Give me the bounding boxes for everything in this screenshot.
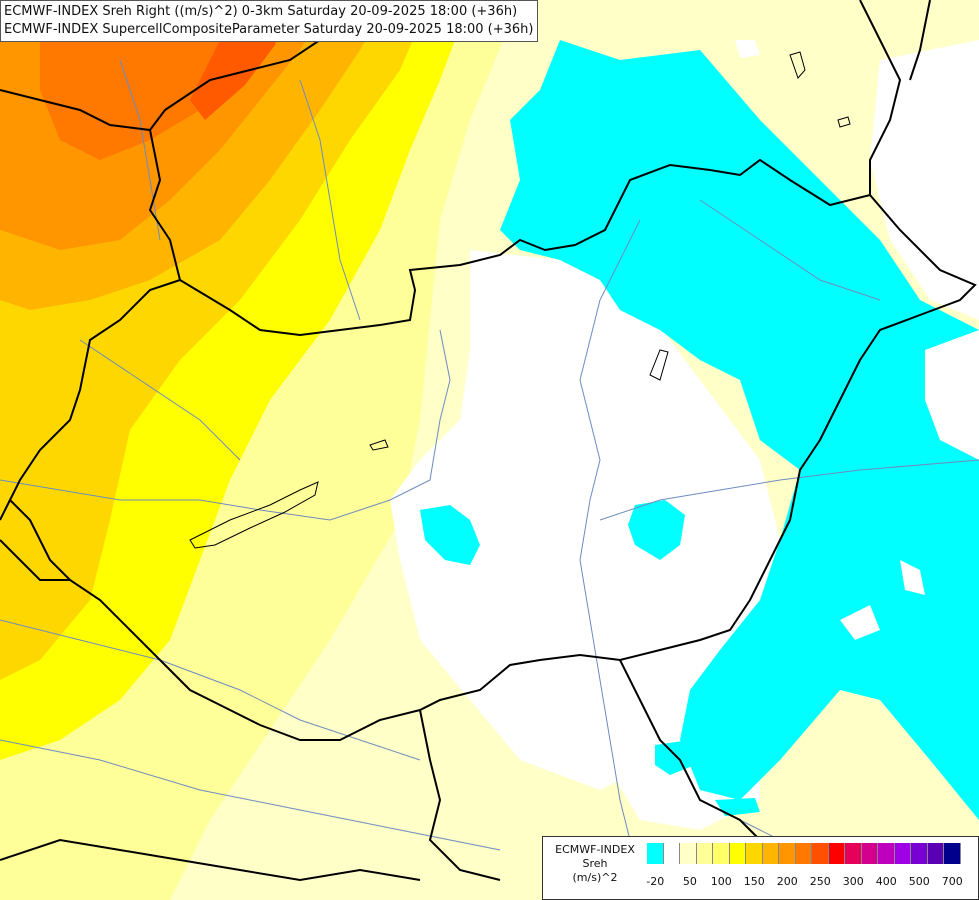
sreh-zone-cyan-2 [420, 505, 480, 565]
sreh-zone-white-2 [870, 40, 979, 320]
rivers [0, 59, 979, 881]
sreh-zone-cyan-3 [628, 500, 685, 560]
legend-swatch [647, 843, 664, 864]
border-ukraine [859, 0, 902, 195]
legend-tick: 500 [908, 875, 930, 888]
legend-tick: 400 [875, 875, 897, 888]
river-mures [599, 459, 979, 521]
legend-swatch [779, 843, 796, 864]
river-tisza [579, 299, 641, 881]
legend-swatch [911, 843, 928, 864]
sreh-zone-white-in-cyan-3 [840, 605, 880, 640]
border-serbia-romania [619, 659, 761, 841]
legend-swatch [713, 843, 730, 864]
legend-tick: 200 [776, 875, 798, 888]
legend-swatch [795, 843, 812, 864]
legend-swatch [828, 843, 845, 864]
border-croatia-serbia [419, 709, 501, 881]
river-east-2 [599, 219, 641, 301]
lake-small-3 [837, 116, 851, 128]
river-east-1 [699, 199, 881, 301]
legend-unit: (m/s)^2 [572, 871, 618, 884]
legend-tick: 150 [743, 875, 765, 888]
title-line-scp: ECMWF-INDEX SupercellCompositeParameter … [4, 22, 534, 37]
legend-swatch [663, 843, 680, 864]
river-north-2 [119, 59, 161, 241]
border-ukraine-2 [909, 0, 931, 81]
legend-tick: -20 [646, 875, 665, 888]
legend-swatch [878, 843, 895, 864]
country-borders [0, 0, 977, 882]
legend-swatch [944, 843, 961, 864]
legend-swatch [746, 843, 763, 864]
border-austria-south [0, 499, 11, 521]
border-croatia-bosnia [0, 838, 421, 882]
sreh-zone-white-1 [390, 250, 780, 790]
border-slovakia-west [148, 129, 181, 281]
river-north-1 [299, 79, 361, 321]
lake-small-1 [369, 439, 389, 451]
legend-swatch [762, 843, 779, 864]
legend-swatch [845, 843, 862, 864]
title-line-sreh: ECMWF-INDEX Sreh Right ((m/s)^2) 0-3km S… [4, 4, 518, 19]
lake-small-4 [649, 349, 669, 381]
legend-swatch [927, 843, 944, 864]
legend-swatch [680, 843, 697, 864]
legend-swatch [729, 843, 746, 864]
sreh-zone-cyan-5 [715, 798, 760, 816]
map-title-box: ECMWF-INDEX Sreh Right ((m/s)^2) 0-3km S… [0, 0, 539, 42]
legend-tick: 100 [710, 875, 732, 888]
legend-swatch [696, 843, 713, 864]
legend-tick: 50 [682, 875, 697, 888]
legend-swatch [861, 843, 878, 864]
color-legend: ECMWF-INDEX Sreh (m/s)^2 -20 50 100 150 200 2… [542, 836, 979, 900]
sreh-zone-white-in-cyan-1 [925, 330, 979, 460]
legend-label: ECMWF-INDEX Sreh (m/s)^2 [547, 843, 643, 885]
legend-tick: 700 [941, 875, 963, 888]
legend-tick: 250 [809, 875, 831, 888]
legend-swatch [894, 843, 911, 864]
legend-param: Sreh [582, 857, 608, 870]
river-west-1 [79, 339, 241, 461]
lakes [189, 51, 851, 549]
sreh-zone-white-in-cyan-2 [900, 560, 925, 595]
river-danube [0, 329, 451, 521]
river-drava [0, 619, 421, 761]
sreh-zone-cyan-4 [655, 740, 695, 775]
legend-swatch [812, 843, 829, 864]
legend-model: ECMWF-INDEX [555, 843, 635, 856]
lake-balaton [189, 481, 319, 549]
river-sava [0, 739, 501, 851]
sreh-zone-white-in-cyan-4 [735, 40, 760, 58]
border-slovenia [0, 539, 70, 581]
lake-small-2 [789, 51, 806, 79]
legend-tick: 300 [842, 875, 864, 888]
